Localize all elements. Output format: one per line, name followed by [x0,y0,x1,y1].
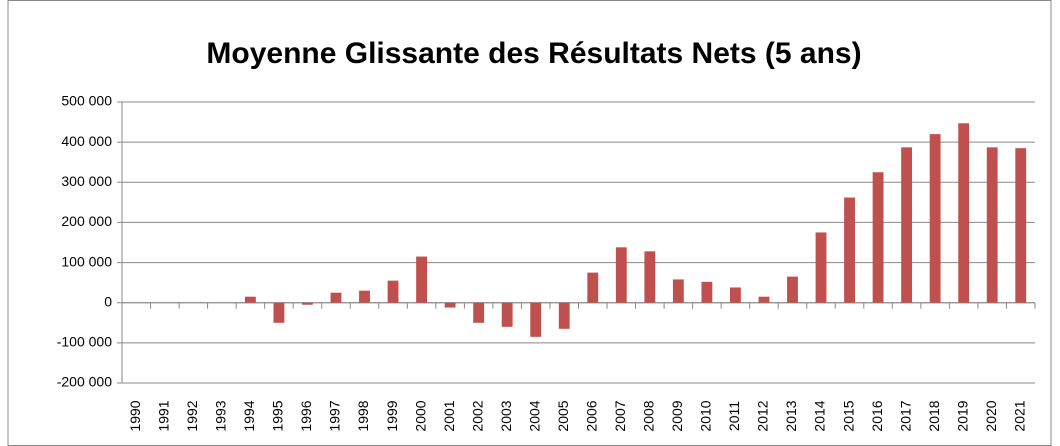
bar [359,290,370,303]
y-tick-label: 300 000 [61,173,112,189]
bar [558,302,570,329]
bar [901,147,913,303]
bar [730,287,741,303]
x-tick-label: 2003 [498,400,514,431]
x-tick-label: 2010 [698,400,714,431]
bar [929,134,941,303]
y-tick-label: 100 000 [61,253,112,269]
bar [273,302,285,323]
x-tick-label: 2005 [555,400,571,431]
bar [473,302,485,323]
x-tick-label: 1997 [327,400,343,431]
x-tick-label: 2008 [641,400,657,431]
y-tick-label: 0 [104,293,112,309]
x-tick-label: 2020 [983,400,999,431]
x-tick-label: 2006 [583,400,599,431]
x-tick-label: 2004 [526,400,542,431]
x-tick-label: 2011 [726,401,742,431]
bar [416,256,427,303]
bar [330,292,342,303]
bar [387,280,399,303]
chart-title: Moyenne Glissante des Résultats Nets (5 … [206,37,861,70]
x-tick-label: 2015 [840,400,856,431]
x-tick-label: 2001 [441,400,457,431]
bar [444,302,456,308]
bar [302,302,313,305]
x-tick-label: 2017 [897,400,913,431]
bar [1015,148,1027,303]
bar [244,296,256,303]
x-tick-label: 2016 [869,400,885,431]
x-tick-label: 2021 [1011,400,1027,431]
x-tick-label: 2013 [783,400,799,431]
bar [872,172,884,303]
bar [530,302,542,337]
y-tick-label: -100 000 [57,334,112,350]
x-tick-label: 2002 [469,400,485,431]
bar [787,276,798,303]
x-tick-label: 2009 [669,400,685,431]
bar [501,302,513,327]
x-tick-label: 1993 [213,400,229,431]
bar [587,272,599,303]
y-tick-label: 400 000 [61,133,112,149]
x-tick-label: 1999 [384,400,400,431]
x-tick-label: 1990 [127,400,143,431]
bar [815,232,827,303]
x-tick-label: 2000 [412,400,428,431]
y-tick-label: 500 000 [61,93,112,109]
bar [844,197,855,303]
x-tick-label: 2014 [812,400,828,431]
x-tick-label: 2012 [755,400,771,431]
bar [958,123,970,303]
y-tick-label: 200 000 [61,213,112,229]
bar [672,279,684,303]
x-tick-label: 1992 [184,400,200,431]
bar [986,147,998,303]
x-tick-label: 1994 [241,400,257,431]
bar [758,296,770,303]
bar [615,247,627,303]
x-tick-label: 1996 [298,400,314,431]
x-tick-label: 2019 [954,400,970,431]
bar [701,281,713,303]
x-tick-label: 1995 [270,400,286,431]
x-tick-label: 1998 [355,400,371,431]
x-tick-label: 1991 [156,400,172,431]
bar [644,251,656,303]
x-tick-label: 2018 [926,400,942,431]
y-tick-label: -200 000 [57,374,112,390]
x-tick-label: 2007 [612,400,628,431]
